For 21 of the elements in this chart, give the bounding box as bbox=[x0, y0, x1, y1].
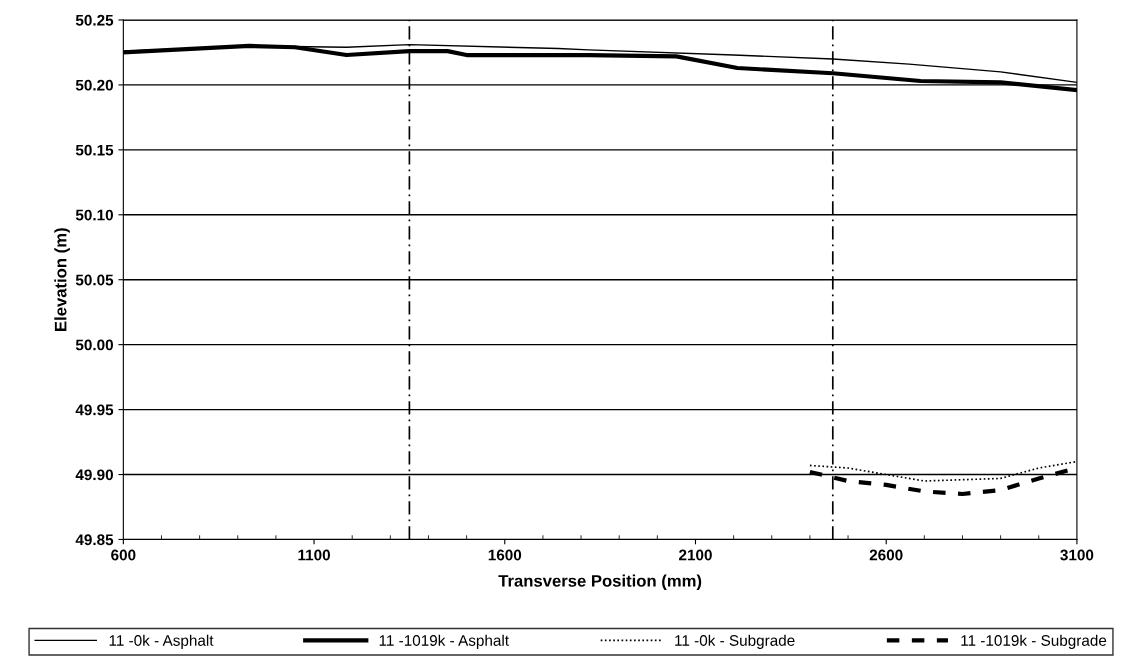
x-tick-label: 2100 bbox=[679, 549, 712, 561]
y-tick-label: 49.95 bbox=[75, 404, 114, 416]
x-tick-label: 1100 bbox=[298, 549, 330, 561]
x-tick-label: 1600 bbox=[488, 549, 522, 561]
legend-label: 11 -0k - Asphalt bbox=[109, 634, 214, 649]
y-tick-label: 50.00 bbox=[75, 339, 113, 351]
y-tick-label: 50.15 bbox=[75, 144, 114, 156]
y-tick-label: 50.20 bbox=[75, 79, 113, 91]
y-tick-label: 49.85 bbox=[75, 534, 114, 546]
y-tick-label: 50.05 bbox=[75, 274, 114, 286]
legend-label: 11 -0k - Subgrade bbox=[675, 634, 795, 649]
x-tick-label: 3100 bbox=[1060, 549, 1094, 561]
y-tick-label: 49.90 bbox=[75, 469, 113, 481]
y-tick-label: 50.10 bbox=[75, 209, 113, 221]
x-axis-title: Transverse Position (mm) bbox=[498, 574, 702, 591]
legend-label: 11 -1019k - Subgrade bbox=[961, 634, 1107, 649]
x-tick-label: 600 bbox=[111, 549, 136, 561]
y-axis-title: Elevation (m) bbox=[54, 228, 70, 331]
x-tick-label: 2600 bbox=[869, 549, 903, 561]
legend-label: 11 -1019k - Asphalt bbox=[379, 634, 509, 649]
y-tick-label: 50.25 bbox=[75, 14, 114, 26]
